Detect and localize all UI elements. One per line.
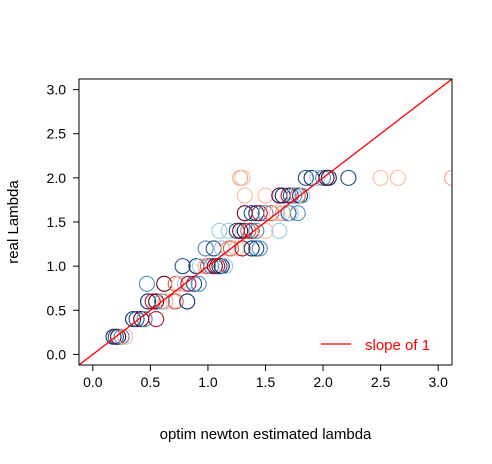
data-point (222, 240, 240, 257)
data-point (372, 169, 389, 186)
data-point (228, 222, 245, 239)
data-point (138, 275, 155, 292)
data-point (156, 275, 173, 292)
data-point (240, 222, 257, 239)
data-point (157, 293, 174, 310)
x-tick-label: 1.5 (256, 374, 276, 390)
data-point (257, 222, 274, 239)
y-tick-label: 0.5 (47, 302, 67, 318)
data-point (257, 205, 274, 222)
x-tick-label: 2.5 (371, 374, 391, 390)
y-tick-label: 1.5 (47, 214, 67, 230)
legend-label: slope of 1 (365, 337, 430, 354)
data-point (217, 258, 234, 275)
x-tick-label: 1.0 (198, 374, 218, 390)
y-axis-title: real Lambda (5, 180, 22, 264)
data-point (220, 222, 237, 239)
data-point (271, 222, 288, 239)
data-point (271, 187, 288, 204)
data-point (251, 205, 268, 222)
data-point (167, 293, 184, 310)
data-point (234, 240, 251, 257)
data-point (148, 311, 165, 328)
data-point (236, 205, 253, 222)
data-point (140, 293, 157, 310)
data-point (309, 169, 326, 186)
data-point (125, 311, 142, 328)
y-axis: 0.0 0.5 1.0 1.5 2.0 2.5 3.0 (47, 82, 79, 362)
data-point (211, 222, 228, 239)
x-tick-label: 0.0 (83, 374, 103, 390)
legend: slope of 1 (321, 337, 430, 354)
data-point (236, 187, 253, 204)
data-point (199, 258, 216, 275)
data-point (268, 205, 286, 222)
data-point (176, 275, 193, 292)
data-point (180, 275, 197, 292)
data-point (320, 169, 337, 186)
data-point (205, 240, 222, 257)
data-point (243, 222, 260, 239)
data-point (297, 169, 314, 186)
data-point (248, 240, 265, 257)
data-point (128, 311, 145, 328)
data-point (315, 169, 332, 186)
data-point (179, 293, 196, 310)
data-point (286, 187, 303, 204)
data-point (294, 187, 311, 204)
x-axis: 0.0 0.5 1.0 1.5 2.0 2.5 3.0 (83, 365, 448, 390)
data-point (136, 311, 153, 328)
x-tick-label: 0.5 (141, 374, 161, 390)
y-tick-label: 3.0 (47, 82, 67, 98)
y-tick-label: 2.0 (47, 170, 67, 186)
y-tick-label: 1.0 (47, 258, 67, 274)
data-point (243, 205, 260, 222)
data-point (257, 187, 274, 204)
y-tick-label: 2.5 (47, 126, 67, 142)
data-point (148, 293, 165, 310)
data-point (248, 222, 265, 239)
data-point (213, 240, 230, 257)
data-point (153, 293, 170, 310)
x-axis-title: optim newton estimated lambda (160, 426, 372, 443)
data-point (116, 328, 134, 345)
y-tick-label: 0.0 (47, 346, 67, 362)
x-tick-label: 2.0 (313, 374, 333, 390)
data-point (113, 328, 130, 345)
data-point (234, 169, 251, 186)
data-point (213, 258, 230, 275)
points-layer (105, 169, 452, 345)
data-point (263, 205, 280, 222)
data-point (203, 258, 220, 275)
data-point (110, 328, 127, 345)
data-point (190, 275, 207, 292)
data-point (232, 222, 249, 239)
data-point (251, 240, 268, 257)
slope-line (79, 79, 452, 365)
data-point (340, 169, 357, 186)
data-point (282, 205, 299, 222)
data-point (243, 240, 260, 257)
data-point (389, 169, 406, 186)
data-point (289, 205, 306, 222)
x-tick-label: 3.0 (428, 374, 448, 390)
data-point (174, 258, 191, 275)
data-point (443, 169, 452, 186)
data-point (197, 240, 214, 257)
